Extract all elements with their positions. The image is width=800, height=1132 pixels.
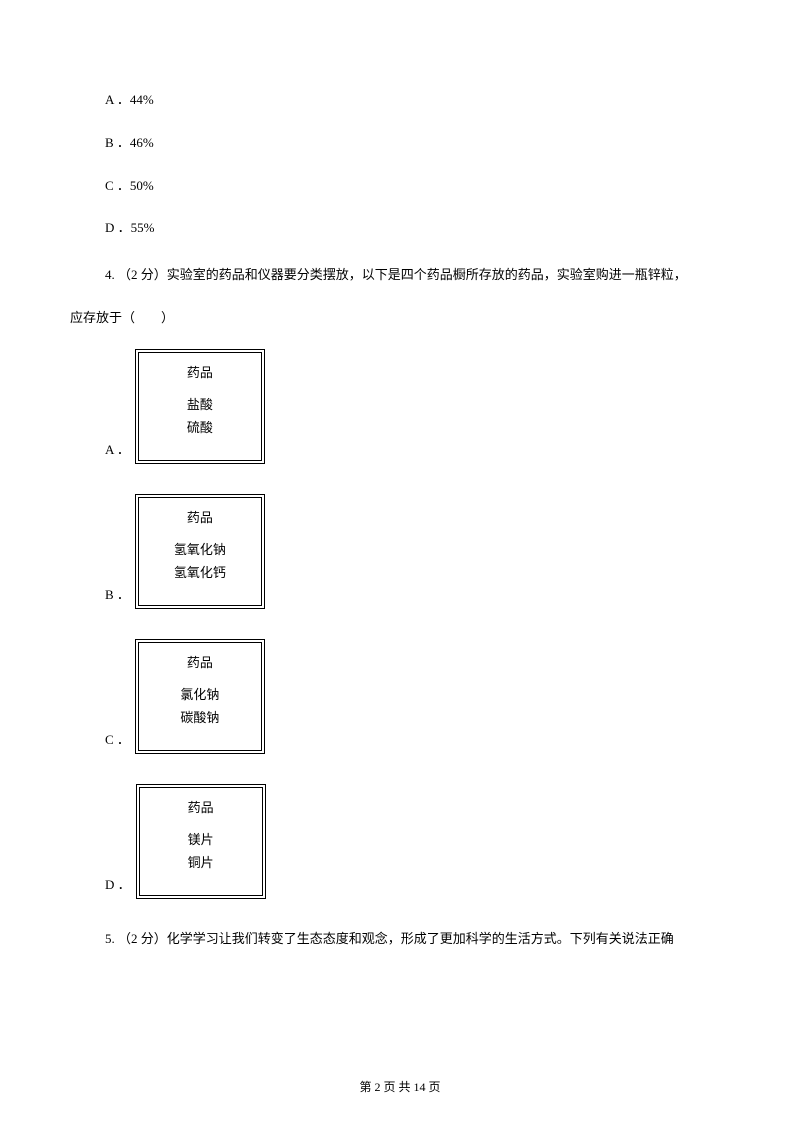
- cabinet-a-item2: 硫酸: [187, 418, 213, 439]
- cabinet-c-item2: 碳酸钠: [180, 708, 219, 729]
- cabinet-d-item2: 铜片: [188, 853, 214, 874]
- option-4b[interactable]: B ． 药品 氢氧化钠 氢氧化钙: [70, 494, 730, 609]
- cabinet-c-item1: 氯化钠: [180, 685, 219, 706]
- cabinet-a: 药品 盐酸 硫酸: [135, 349, 265, 464]
- cabinet-d-item1: 镁片: [188, 830, 214, 851]
- option-4c[interactable]: C ． 药品 氯化钠 碳酸钠: [70, 639, 730, 754]
- page-footer: 第 2 页 共 14 页: [0, 1078, 800, 1097]
- question-4-text: 4. （2 分）实验室的药品和仪器要分类摆放，以下是四个药品橱所存放的药品，实验…: [70, 261, 730, 290]
- question-5-text: 5. （2 分）化学学习让我们转变了生态态度和观念，形成了更加科学的生活方式。下…: [70, 929, 730, 950]
- option-d[interactable]: D ．55%: [70, 218, 730, 239]
- option-b[interactable]: B ．46%: [70, 133, 730, 154]
- cabinet-a-item1: 盐酸: [187, 395, 213, 416]
- cabinet-c-header: 药品: [187, 653, 213, 674]
- cabinet-b-header: 药品: [187, 508, 213, 529]
- option-4a-letter: A ．: [105, 440, 130, 464]
- cabinet-b-item2: 氢氧化钙: [174, 563, 226, 584]
- option-4a[interactable]: A ． 药品 盐酸 硫酸: [70, 349, 730, 464]
- cabinet-b-item1: 氢氧化钠: [174, 540, 226, 561]
- question-4-cont: 应存放于（ ）: [70, 308, 730, 329]
- cabinet-c: 药品 氯化钠 碳酸钠: [135, 639, 265, 754]
- option-4c-letter: C ．: [105, 730, 130, 754]
- cabinet-b: 药品 氢氧化钠 氢氧化钙: [135, 494, 265, 609]
- option-a[interactable]: A ．44%: [70, 90, 730, 111]
- option-4d-letter: D ．: [105, 875, 131, 899]
- option-c[interactable]: C ．50%: [70, 176, 730, 197]
- cabinet-d: 药品 镁片 铜片: [136, 784, 266, 899]
- cabinet-d-header: 药品: [188, 798, 214, 819]
- cabinet-a-header: 药品: [187, 363, 213, 384]
- option-4b-letter: B ．: [105, 585, 130, 609]
- option-4d[interactable]: D ． 药品 镁片 铜片: [70, 784, 730, 899]
